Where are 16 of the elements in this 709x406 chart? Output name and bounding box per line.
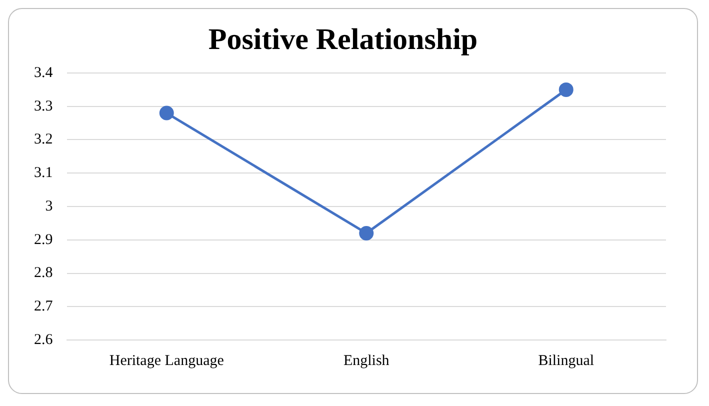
- chart-title: Positive Relationship: [208, 22, 478, 56]
- point: [359, 226, 374, 240]
- x-tick-label: English: [343, 352, 390, 369]
- y-tick-label: 3: [45, 198, 53, 214]
- y-tick-label: 3.3: [34, 98, 53, 114]
- y-tick-label: 2.6: [34, 332, 54, 348]
- point: [558, 82, 574, 97]
- y-tick-label: 2.9: [34, 232, 53, 248]
- y-tick-label: 3.1: [34, 165, 53, 182]
- x-tick-label: Bilingual: [538, 352, 594, 369]
- y-tick-label: 2.8: [34, 265, 53, 282]
- y-tick-label: 3.2: [34, 132, 53, 148]
- point: [159, 106, 174, 120]
- y-tick-label: 2.7: [34, 298, 54, 315]
- y-tick-label: 3.4: [34, 64, 54, 81]
- x-tick-label: Heritage Language: [109, 352, 224, 369]
